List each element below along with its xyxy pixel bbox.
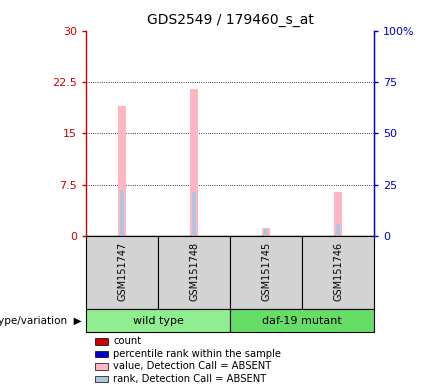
Text: GSM151748: GSM151748 (189, 242, 199, 301)
Title: GDS2549 / 179460_s_at: GDS2549 / 179460_s_at (147, 13, 313, 27)
Bar (302, 236, 374, 309)
Bar (192, 192, 196, 236)
Bar (95, 363, 108, 369)
Bar (86, 309, 230, 332)
Text: rank, Detection Call = ABSENT: rank, Detection Call = ABSENT (114, 374, 267, 384)
Bar (158, 236, 230, 309)
Bar (230, 309, 374, 332)
Bar (86, 236, 158, 309)
Bar (264, 229, 268, 236)
Bar (230, 236, 302, 309)
Text: count: count (114, 336, 141, 346)
Bar (120, 190, 124, 236)
Bar (118, 106, 126, 236)
Bar (335, 192, 342, 236)
Bar (95, 351, 108, 357)
Bar (336, 224, 340, 236)
Bar (95, 376, 108, 382)
Text: GSM151745: GSM151745 (261, 242, 271, 301)
Bar (190, 89, 198, 236)
Bar (262, 228, 270, 236)
Text: percentile rank within the sample: percentile rank within the sample (114, 349, 281, 359)
Text: genotype/variation  ▶: genotype/variation ▶ (0, 316, 82, 326)
Text: wild type: wild type (132, 316, 184, 326)
Text: GSM151747: GSM151747 (117, 242, 127, 301)
Text: value, Detection Call = ABSENT: value, Detection Call = ABSENT (114, 361, 272, 371)
Bar (95, 338, 108, 344)
Text: daf-19 mutant: daf-19 mutant (262, 316, 342, 326)
Text: GSM151746: GSM151746 (333, 242, 343, 301)
